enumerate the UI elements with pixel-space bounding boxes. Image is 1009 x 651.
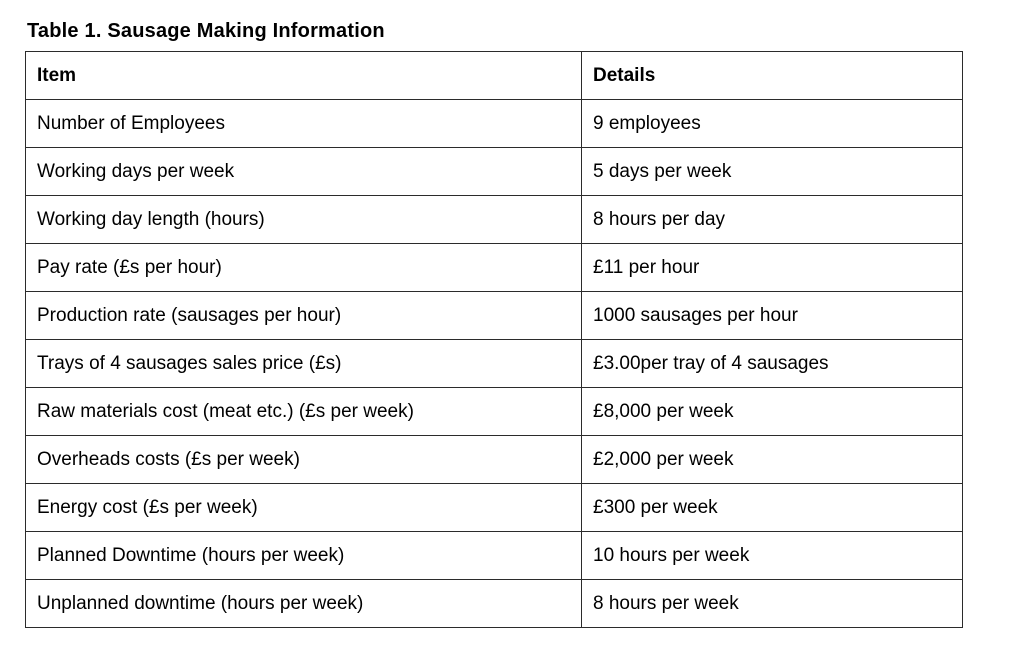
item-cell: Trays of 4 sausages sales price (£s)	[25, 339, 582, 388]
details-cell: £3.00per tray of 4 sausages	[581, 339, 963, 388]
details-cell: 1000 sausages per hour	[581, 291, 963, 340]
item-cell: Working day length (hours)	[25, 195, 582, 244]
item-cell: Unplanned downtime (hours per week)	[25, 579, 582, 628]
item-cell: Pay rate (£s per hour)	[25, 243, 582, 292]
table-row: Working days per week 5 days per week	[25, 147, 963, 196]
item-cell: Planned Downtime (hours per week)	[25, 531, 582, 580]
table-row: Pay rate (£s per hour) £11 per hour	[25, 243, 963, 292]
item-cell: Working days per week	[25, 147, 582, 196]
item-cell: Raw materials cost (meat etc.) (£s per w…	[25, 387, 582, 436]
table-row: Working day length (hours) 8 hours per da…	[25, 195, 963, 244]
column-header-item: Item	[25, 51, 582, 100]
details-cell: 8 hours per week	[581, 579, 963, 628]
table-body: Number of Employees 9 employees Working da…	[25, 99, 963, 628]
sausage-info-table: Item Details Number of Employees 9 employ…	[25, 51, 963, 628]
table-row: Production rate (sausages per hour) 1000 …	[25, 291, 963, 340]
item-cell: Overheads costs (£s per week)	[25, 435, 582, 484]
item-cell: Energy cost (£s per week)	[25, 483, 582, 532]
details-cell: 8 hours per day	[581, 195, 963, 244]
table-row: Number of Employees 9 employees	[25, 99, 963, 148]
details-cell: £8,000 per week	[581, 387, 963, 436]
table-row: Overheads costs (£s per week) £2,000 per …	[25, 435, 963, 484]
table-row: Energy cost (£s per week) £300 per week	[25, 483, 963, 532]
table-row: Raw materials cost (meat etc.) (£s per w…	[25, 387, 963, 436]
item-cell: Production rate (sausages per hour)	[25, 291, 582, 340]
details-cell: £2,000 per week	[581, 435, 963, 484]
item-cell: Number of Employees	[25, 99, 582, 148]
details-cell: 10 hours per week	[581, 531, 963, 580]
details-cell: 5 days per week	[581, 147, 963, 196]
details-cell: 9 employees	[581, 99, 963, 148]
table-row: Trays of 4 sausages sales price (£s) £3.0…	[25, 339, 963, 388]
table-row: Unplanned downtime (hours per week) 8 hou…	[25, 579, 963, 628]
table-header-row: Item Details	[25, 51, 963, 100]
table-title: Table 1. Sausage Making Information	[27, 20, 385, 42]
details-cell: £11 per hour	[581, 243, 963, 292]
column-header-details: Details	[581, 51, 963, 100]
details-cell: £300 per week	[581, 483, 963, 532]
table-row: Planned Downtime (hours per week) 10 hour…	[25, 531, 963, 580]
